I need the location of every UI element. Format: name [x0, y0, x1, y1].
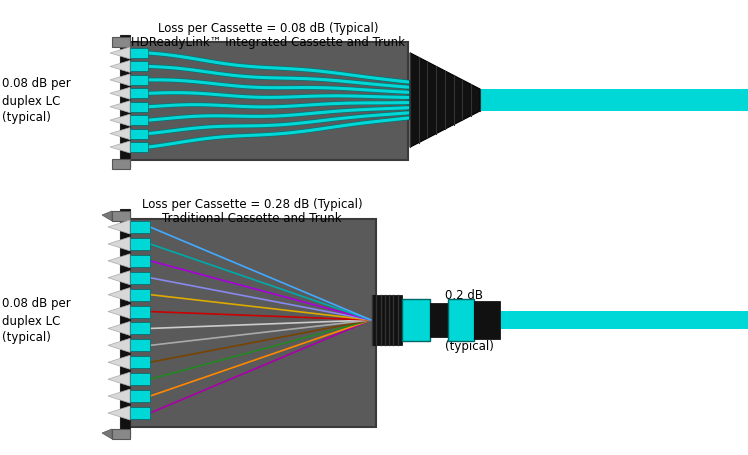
- Bar: [130, 238, 150, 250]
- Bar: [130, 143, 148, 153]
- Polygon shape: [110, 101, 130, 113]
- Text: 0.08 dB per
duplex LC
(typical): 0.08 dB per duplex LC (typical): [2, 77, 71, 124]
- Bar: [128, 219, 376, 427]
- Polygon shape: [108, 238, 130, 251]
- Polygon shape: [110, 142, 130, 154]
- Bar: [112, 212, 130, 222]
- Polygon shape: [108, 322, 130, 336]
- Polygon shape: [108, 271, 130, 285]
- Bar: [130, 374, 150, 385]
- Text: HDReadyLink™ Integrated Cassette and Trunk: HDReadyLink™ Integrated Cassette and Tru…: [131, 36, 405, 49]
- Polygon shape: [110, 128, 130, 140]
- Bar: [500, 311, 748, 329]
- Polygon shape: [108, 221, 130, 234]
- Polygon shape: [108, 288, 130, 302]
- Bar: [474, 301, 500, 339]
- Polygon shape: [108, 339, 130, 353]
- Polygon shape: [110, 115, 130, 127]
- Text: 0.08 dB per
duplex LC
(typical): 0.08 dB per duplex LC (typical): [2, 297, 71, 344]
- Bar: [130, 116, 148, 126]
- Polygon shape: [102, 212, 112, 222]
- Bar: [430, 303, 448, 337]
- Polygon shape: [108, 254, 130, 268]
- Bar: [130, 339, 150, 352]
- Polygon shape: [110, 61, 130, 73]
- Bar: [120, 36, 130, 167]
- Polygon shape: [410, 54, 480, 148]
- Bar: [130, 222, 150, 233]
- Text: Loss per Cassette = 0.08 dB (Typical): Loss per Cassette = 0.08 dB (Typical): [158, 22, 378, 35]
- Polygon shape: [108, 305, 130, 319]
- Polygon shape: [108, 355, 130, 369]
- Text: Traditional Cassette and Trunk: Traditional Cassette and Trunk: [162, 212, 342, 224]
- Bar: [112, 160, 130, 170]
- Polygon shape: [110, 48, 130, 60]
- Bar: [130, 76, 148, 86]
- Bar: [112, 38, 130, 48]
- Polygon shape: [110, 88, 130, 100]
- Bar: [130, 102, 148, 112]
- Bar: [130, 62, 148, 72]
- Bar: [130, 407, 150, 419]
- Bar: [130, 390, 150, 402]
- Polygon shape: [108, 389, 130, 403]
- Bar: [130, 289, 150, 301]
- Text: 0.2 dB
per
MPO
(typical): 0.2 dB per MPO (typical): [445, 288, 494, 352]
- Polygon shape: [110, 75, 130, 86]
- Bar: [130, 323, 150, 335]
- Bar: [130, 255, 150, 267]
- Bar: [130, 49, 148, 59]
- Bar: [448, 299, 474, 341]
- Bar: [120, 210, 130, 437]
- Bar: [372, 295, 402, 345]
- Bar: [130, 272, 150, 284]
- Bar: [130, 129, 148, 139]
- Polygon shape: [108, 406, 130, 420]
- Polygon shape: [102, 429, 112, 439]
- Bar: [480, 90, 748, 112]
- Text: Loss per Cassette = 0.28 dB (Typical): Loss per Cassette = 0.28 dB (Typical): [141, 197, 362, 211]
- Bar: [402, 299, 430, 341]
- Bar: [130, 306, 150, 318]
- Bar: [128, 43, 408, 161]
- Polygon shape: [108, 372, 130, 386]
- Bar: [130, 89, 148, 99]
- Bar: [112, 429, 130, 439]
- Bar: [130, 356, 150, 369]
